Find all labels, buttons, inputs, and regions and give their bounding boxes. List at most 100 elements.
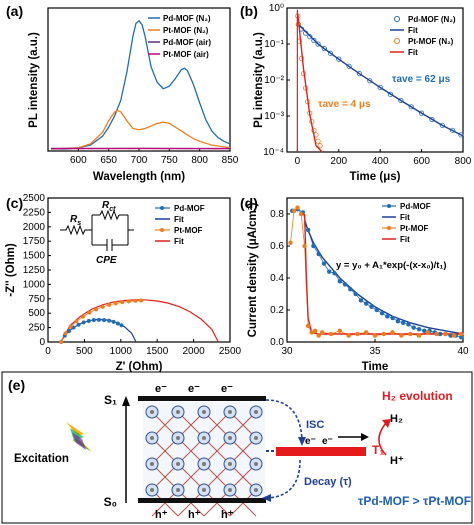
decay-label: Decay (τ)	[304, 476, 352, 488]
metal-center	[202, 488, 206, 492]
scatter-point-d-pd	[406, 322, 411, 327]
y-tick-label-c: 2500	[23, 193, 46, 204]
scatter-point-d-pt	[298, 211, 304, 217]
metal-center	[254, 462, 258, 466]
series-line-d-pd	[292, 208, 462, 338]
scatter-point-b-pd	[418, 110, 425, 116]
scatter-point-d-pt	[443, 331, 448, 337]
y-axis-title-b: PL intensity (a.u.)	[253, 32, 265, 128]
panel-letter-b: (b)	[240, 3, 258, 19]
legend-c-2: Pt-MOF	[174, 226, 203, 235]
x-tick-label-a: 850	[222, 155, 239, 166]
legend-a: Pd-MOF (N₂) Pt-MOF (N₂) Pd-MOF (air) Pt-…	[148, 14, 211, 59]
x-tick-label-b: 600	[413, 156, 430, 167]
panel-d: (d) Current density (μA/cm²) Time 30 35 40…	[240, 195, 469, 373]
metal-center	[150, 462, 154, 466]
panel-letter-d: (d)	[240, 195, 258, 211]
x-tick-label-d: 30	[281, 346, 293, 357]
y-tick-label-c: 2000	[23, 222, 46, 233]
x-tick-label-b: 800	[455, 156, 472, 167]
scatter-point-b-pd	[307, 34, 313, 40]
scatter-point-d-pt	[451, 333, 457, 338]
scatter-point-d-pt	[312, 328, 318, 334]
t1-electron-2: e⁻	[322, 436, 333, 447]
panel-b: (b) PL intensity (a.u.) Time (μs) 0 200 40…	[240, 3, 472, 183]
s1-label: S₁	[104, 393, 117, 407]
scatter-point-d-pd	[305, 227, 311, 233]
scatter-point-d-pt	[416, 333, 422, 338]
x-tick-label-a: 800	[191, 155, 208, 166]
h2-label: H₂	[390, 413, 403, 425]
scatter-point-c-pt	[63, 331, 68, 336]
scatter-point-d-pt	[288, 240, 293, 246]
t1-electron-1: e⁻	[305, 436, 316, 447]
scatter-point-b-pd	[311, 37, 317, 44]
panel-a: (a) PL intensity (a.u.) Wavelength (nm) …	[6, 3, 239, 183]
legend-d: Pd-MOF Fit Pt-MOF Fit	[382, 202, 431, 244]
scatter-point-d-pt	[407, 331, 413, 337]
legend-c-0: Pd-MOF	[174, 204, 205, 213]
scatter-point-c-pd	[81, 320, 86, 325]
circuit-inset	[60, 209, 134, 251]
scatter-point-d-pd	[363, 301, 369, 306]
decay-arrowhead	[262, 494, 271, 502]
hole-1: h⁺	[155, 509, 168, 521]
x-tick-label-a: 650	[100, 155, 117, 166]
scatter-point-d-pd	[390, 315, 395, 321]
circuit-label-rs: Rs	[70, 214, 81, 227]
legend-d-1: Fit	[400, 213, 410, 222]
scatter-point-d-pt	[316, 333, 321, 338]
circuit-label-cpe: CPE	[96, 255, 117, 266]
y-tick-label-d: 0.4	[270, 273, 284, 284]
y-tick-label-c: 0	[39, 337, 45, 348]
scatter-point-d-pd	[321, 261, 327, 266]
x-tick-label-b: 400	[372, 156, 389, 167]
panel-letter-a: (a)	[6, 3, 23, 19]
y-axis-title-d: Current density (μA/cm²)	[247, 202, 259, 337]
tau-annotation-pd: τave = 62 μs	[392, 74, 451, 85]
y-tick-label-b: 10⁻²	[264, 75, 284, 86]
scatter-point-d-pd	[379, 310, 385, 316]
scatter-point-c-pt	[68, 324, 73, 329]
scatter-point-d-pt	[399, 333, 404, 338]
hole-2: h⁺	[188, 509, 201, 521]
mof-lattice	[143, 402, 265, 517]
scatter-point-d-pt	[328, 331, 334, 337]
scatter-point-d-pt	[434, 331, 439, 337]
fit-equation: y = y₀ + A₁*exp(-(x-x₀)/t₁)	[336, 260, 447, 271]
isc-arrowhead	[298, 437, 306, 446]
scatter-point-d-pd	[332, 270, 337, 276]
legend-b-1: Fit	[408, 26, 418, 35]
scatter-point-d-pt	[337, 328, 343, 334]
scatter-point-c-pd	[119, 323, 124, 328]
scatter-point-b-pd	[336, 56, 342, 62]
y-tick-label-d: 0.2	[270, 305, 284, 316]
x-tick-label-c: 2000	[182, 346, 205, 357]
metal-center	[150, 488, 154, 492]
fit-line-c-pd	[60, 318, 137, 343]
scatter-point-d-pd	[311, 243, 316, 249]
y-tick-label-c: 2250	[23, 207, 46, 218]
scatter-point-c-pt	[113, 301, 118, 306]
scatter-point-d-pt	[291, 208, 297, 214]
scatter-point-d-pd	[395, 318, 401, 324]
y-tick-label-c: 750	[28, 294, 45, 305]
x-tick-label-a: 600	[70, 155, 87, 166]
x-axis-title-a: Wavelength (nm)	[93, 171, 185, 183]
metal-center	[150, 436, 154, 440]
x-tick-label-d: 35	[369, 346, 381, 357]
t1-level-bar	[276, 447, 366, 456]
energy-axis-arrow	[122, 396, 130, 406]
scatter-point-b-pd	[346, 63, 352, 69]
h2-curved-arrowhead	[382, 419, 391, 428]
scatter-point-c-pt	[93, 307, 99, 312]
y-tick-label-b: 10⁻³	[264, 111, 284, 122]
y-tick-label-d: 0.6	[270, 241, 284, 252]
scatter-point-d-pd	[374, 307, 380, 313]
scatter-point-b-pt	[315, 138, 321, 144]
x-tick-label-c: 1500	[146, 346, 169, 357]
scatter-point-d-pd	[326, 269, 332, 274]
x-tick-label-c: 500	[76, 346, 93, 357]
scatter-point-d-pd	[316, 251, 321, 257]
